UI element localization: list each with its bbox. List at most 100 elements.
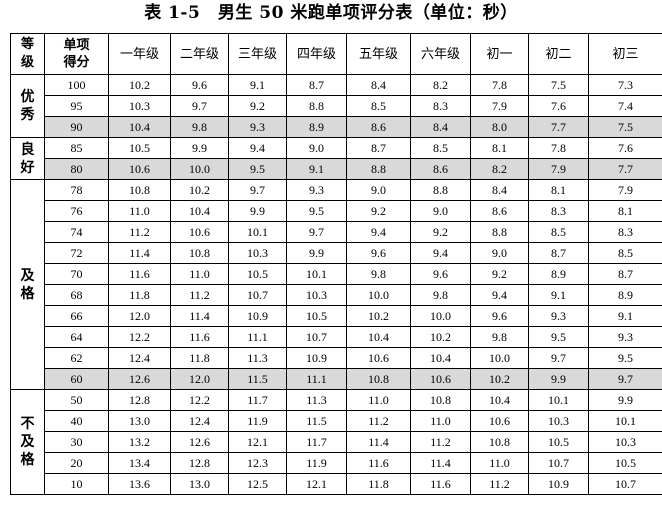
level-label: 及格 [20,267,35,302]
level-label: 不及格 [20,416,35,468]
time-cell: 8.8 [286,95,347,117]
time-cell: 12.2 [170,389,229,411]
time-cell: 10.9 [228,305,287,327]
page-title: 表 1-5 男生 50 米跑单项评分表（单位：秒） [144,3,518,23]
grade-column-header: 三年级 [228,33,287,75]
score-cell: 62 [44,347,109,369]
time-cell: 9.5 [528,326,589,348]
grade-column-header: 初二 [528,33,589,75]
time-cell: 9.2 [470,263,529,285]
time-cell: 11.4 [108,242,171,264]
time-cell: 10.3 [108,95,171,117]
time-cell: 8.6 [346,116,411,138]
grade-column-header: 五年级 [346,33,411,75]
time-cell: 12.5 [228,473,287,495]
time-cell: 10.6 [346,347,411,369]
table-header-row: 等级 单项得分 一年级 二年级 三年级 四年级 五年级 六年级 初一 初二 初三 [10,33,662,75]
time-cell: 9.0 [470,242,529,264]
time-cell: 7.7 [588,158,662,180]
time-cell: 7.5 [528,74,589,96]
time-cell: 12.0 [170,368,229,390]
time-cell: 10.0 [410,305,471,327]
time-cell: 10.2 [410,326,471,348]
time-cell: 11.0 [410,410,471,432]
time-cell: 8.9 [588,284,662,306]
time-cell: 7.3 [588,74,662,96]
score-cell: 10 [44,473,109,495]
time-cell: 7.6 [588,137,662,159]
level-column-header: 等级 [10,33,45,75]
time-cell: 10.9 [286,347,347,369]
time-cell: 9.8 [346,263,411,285]
time-cell: 10.3 [286,284,347,306]
time-cell: 11.6 [346,452,411,474]
time-cell: 11.7 [286,431,347,453]
time-cell: 11.4 [410,452,471,474]
time-cell: 9.4 [346,221,411,243]
time-cell: 11.6 [170,326,229,348]
table-row: 60 12.6 12.0 11.5 11.1 10.8 10.6 10.2 9.9 9.7 [11,368,662,390]
time-cell: 10.4 [346,326,411,348]
time-cell: 10.0 [170,158,229,180]
table-row: 20 13.4 12.8 12.3 11.9 11.6 11.4 11.0 10.7 10.5 [11,452,662,474]
time-cell: 9.5 [228,158,287,180]
score-cell: 20 [44,452,109,474]
time-cell: 10.7 [286,326,347,348]
time-cell: 8.7 [346,137,411,159]
time-cell: 9.5 [588,347,662,369]
time-cell: 9.9 [286,242,347,264]
score-cell: 85 [44,137,109,159]
time-cell: 13.2 [108,431,171,453]
time-cell: 9.7 [528,347,589,369]
score-cell: 68 [44,284,109,306]
time-cell: 8.3 [528,200,589,222]
time-cell: 12.6 [170,431,229,453]
time-cell: 9.6 [410,263,471,285]
time-cell: 12.1 [228,431,287,453]
time-cell: 13.4 [108,452,171,474]
time-cell: 10.3 [588,431,662,453]
time-cell: 9.3 [228,116,287,138]
level-cell: 及格 [10,179,45,390]
time-cell: 13.0 [108,410,171,432]
time-cell: 10.8 [346,368,411,390]
score-cell: 76 [44,200,109,222]
level-label: 良好 [20,141,35,176]
time-cell: 11.0 [346,389,411,411]
time-cell: 8.3 [588,221,662,243]
table-row: 76 11.0 10.4 9.9 9.5 9.2 9.0 8.6 8.3 8.1 [11,200,662,222]
table-body: 优秀 100 10.2 9.6 9.1 8.7 8.4 8.2 7.8 7.5 7.3 95 10.3 9… [10,74,662,495]
time-cell: 8.9 [286,116,347,138]
time-cell: 10.1 [588,410,662,432]
time-cell: 12.4 [108,347,171,369]
time-cell: 10.4 [470,389,529,411]
table-row: 30 13.2 12.6 12.1 11.7 11.4 11.2 10.8 10.5 10.3 [11,431,662,453]
score-cell: 30 [44,431,109,453]
time-cell: 9.6 [470,305,529,327]
time-cell: 7.6 [528,95,589,117]
time-cell: 9.3 [286,179,347,201]
time-cell: 10.6 [108,158,171,180]
time-cell: 8.7 [286,74,347,96]
time-cell: 8.5 [410,137,471,159]
time-cell: 9.9 [228,200,287,222]
time-cell: 11.6 [108,263,171,285]
table-row: 64 12.2 11.6 11.1 10.7 10.4 10.2 9.8 9.5 9.3 [11,326,662,348]
time-cell: 10.4 [410,347,471,369]
time-cell: 7.8 [528,137,589,159]
score-cell: 70 [44,263,109,285]
time-cell: 8.3 [410,95,471,117]
score-cell: 50 [44,389,109,411]
time-cell: 12.4 [170,410,229,432]
time-cell: 11.8 [170,347,229,369]
time-cell: 9.0 [286,137,347,159]
time-cell: 11.0 [470,452,529,474]
time-cell: 11.5 [228,368,287,390]
table-row: 74 11.2 10.6 10.1 9.7 9.4 9.2 8.8 8.5 8.3 [11,221,662,243]
time-cell: 9.0 [410,200,471,222]
time-cell: 9.9 [170,137,229,159]
time-cell: 11.2 [170,284,229,306]
score-cell: 90 [44,116,109,138]
time-cell: 13.6 [108,473,171,495]
time-cell: 10.6 [170,221,229,243]
